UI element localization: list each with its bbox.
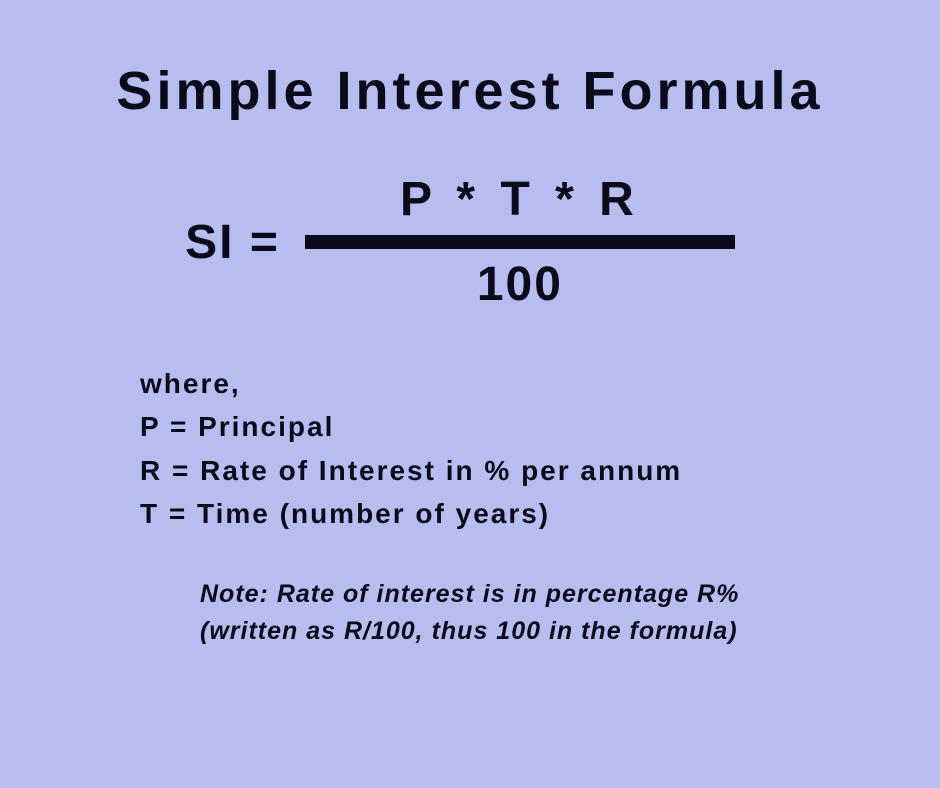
definitions-intro: where, xyxy=(140,362,850,405)
note-line-2: (written as R/100, thus 100 in the formu… xyxy=(200,613,810,651)
note-line-1: Note: Rate of interest is in percentage … xyxy=(200,576,810,614)
definitions-block: where, P = Principal R = Rate of Interes… xyxy=(140,362,850,536)
formula-denominator: 100 xyxy=(477,257,563,312)
formula-container: SI = P * T * R 100 xyxy=(70,172,850,312)
note-block: Note: Rate of interest is in percentage … xyxy=(200,576,810,651)
formula-lhs: SI = xyxy=(185,215,280,270)
formula-fraction: P * T * R 100 xyxy=(305,172,735,312)
formula-numerator: P * T * R xyxy=(400,172,640,227)
definition-principal: P = Principal xyxy=(140,405,850,448)
definition-rate: R = Rate of Interest in % per annum xyxy=(140,449,850,492)
page-title: Simple Interest Formula xyxy=(90,60,850,122)
fraction-bar xyxy=(305,235,735,249)
definition-time: T = Time (number of years) xyxy=(140,492,850,535)
